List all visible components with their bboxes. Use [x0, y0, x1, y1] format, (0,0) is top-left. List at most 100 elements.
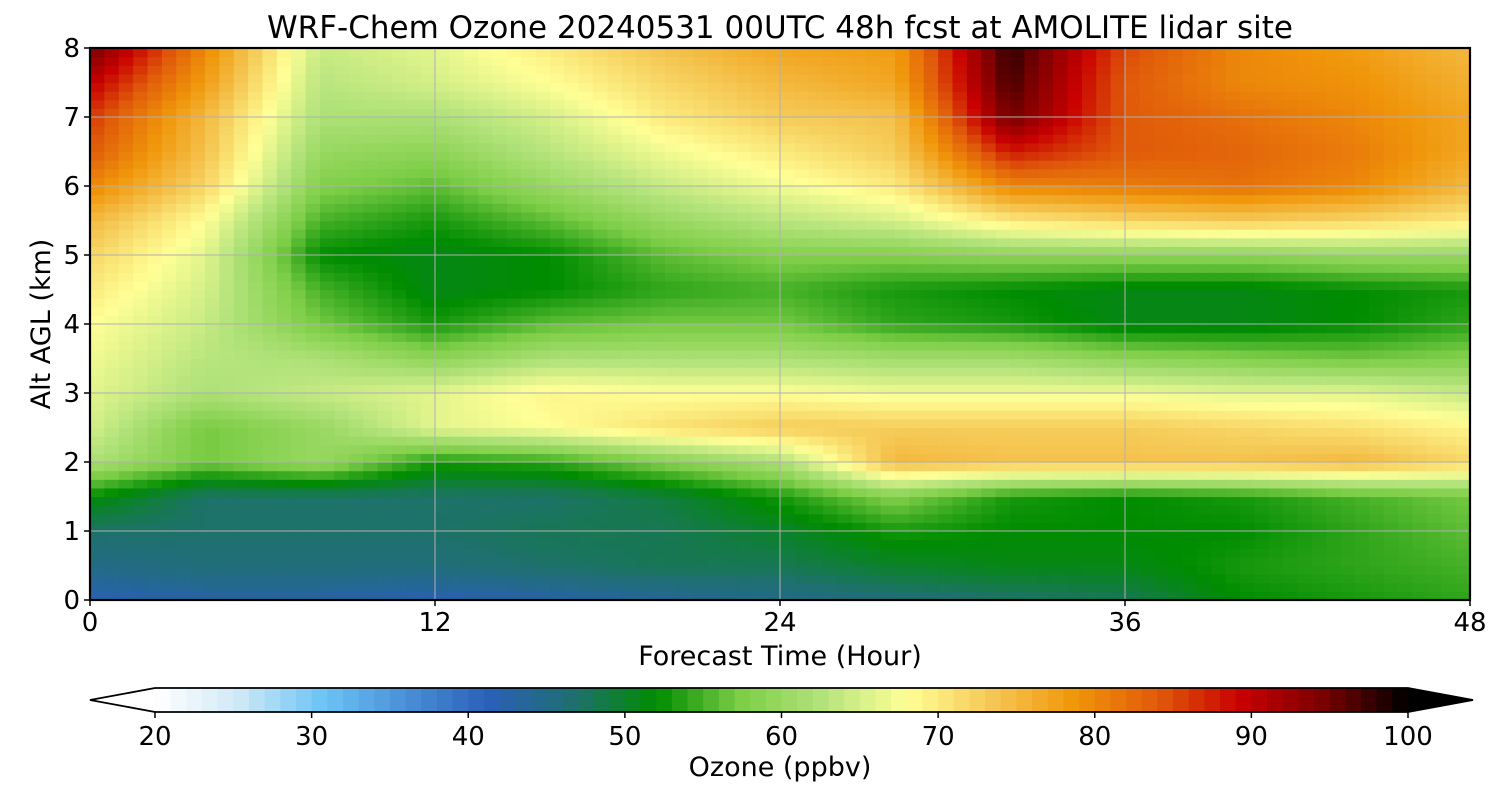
- ozone-cell: [133, 246, 149, 256]
- ozone-cell: [952, 237, 968, 247]
- ozone-cell: [190, 125, 206, 135]
- ozone-cell: [837, 289, 853, 299]
- ozone-cell: [708, 117, 724, 127]
- ozone-cell: [348, 56, 364, 66]
- ozone-cell: [593, 401, 609, 411]
- ozone-cell: [1182, 306, 1198, 316]
- ozone-cell: [952, 324, 968, 334]
- ozone-cell: [219, 349, 235, 360]
- ozone-cell: [348, 315, 364, 325]
- ozone-cell: [104, 470, 120, 480]
- ozone-cell: [478, 99, 494, 109]
- ozone-cell: [233, 548, 249, 558]
- ozone-cell: [118, 315, 134, 325]
- ozone-cell: [1081, 134, 1097, 144]
- ozone-cell: [1182, 505, 1198, 515]
- ozone-cell: [1067, 582, 1083, 592]
- ozone-cell: [90, 393, 105, 403]
- ozone-cell: [1010, 444, 1025, 454]
- ozone-cell: [521, 470, 537, 480]
- ozone-cell: [1110, 539, 1126, 549]
- ozone-cell: [176, 194, 192, 204]
- ozone-cell: [1153, 65, 1169, 75]
- ozone-cell: [176, 315, 192, 325]
- ozone-cell: [1196, 565, 1212, 575]
- ozone-cell: [176, 393, 192, 403]
- ozone-cell: [334, 272, 350, 282]
- ozone-cell: [348, 151, 364, 161]
- ozone-cell: [981, 384, 997, 394]
- ozone-cell: [621, 65, 637, 75]
- ozone-cell: [535, 349, 551, 360]
- ozone-cell: [909, 306, 925, 316]
- ozone-cell: [765, 48, 781, 58]
- ozone-cell: [851, 418, 867, 429]
- ozone-cell: [147, 591, 163, 600]
- ozone-cell: [1168, 48, 1184, 58]
- ozone-cell: [478, 470, 494, 480]
- ozone-cell: [521, 65, 537, 75]
- ozone-cell: [305, 444, 321, 454]
- ozone-cell: [909, 591, 925, 600]
- ozone-cell: [1096, 453, 1112, 463]
- ozone-cell: [1110, 505, 1126, 515]
- ozone-cell: [722, 393, 738, 403]
- ozone-cell: [1139, 393, 1155, 403]
- ozone-cell: [506, 203, 522, 213]
- ozone-cell: [765, 263, 781, 273]
- ozone-cell: [420, 565, 436, 575]
- ozone-cell: [981, 194, 997, 204]
- ozone-cell: [1139, 134, 1155, 144]
- ozone-cell: [420, 289, 436, 299]
- ozone-cell: [334, 125, 350, 135]
- ozone-cell: [851, 444, 867, 454]
- ozone-cell: [837, 211, 853, 222]
- ozone-cell: [147, 522, 163, 532]
- ozone-cell: [233, 479, 249, 489]
- ozone-cell: [736, 289, 752, 299]
- ozone-cell: [1010, 479, 1025, 489]
- ozone-cell: [492, 349, 508, 360]
- ozone-cell: [1010, 263, 1025, 273]
- ozone-cell: [348, 160, 364, 170]
- ozone-cell: [780, 427, 795, 437]
- ozone-cell: [320, 375, 335, 385]
- ozone-cell: [205, 65, 220, 75]
- ozone-cell: [147, 134, 163, 144]
- ozone-cell: [909, 48, 925, 58]
- ozone-cell: [866, 462, 882, 472]
- ozone-cell: [391, 513, 407, 523]
- ozone-cell: [219, 487, 235, 498]
- ozone-cell: [1196, 125, 1212, 135]
- ozone-cell: [722, 539, 738, 549]
- ozone-cell: [363, 91, 379, 101]
- ozone-cell: [406, 142, 422, 153]
- ozone-cell: [406, 418, 422, 429]
- ozone-cell: [1196, 582, 1212, 592]
- ozone-cell: [176, 151, 192, 161]
- ozone-cell: [420, 582, 436, 592]
- ozone-cell: [262, 65, 278, 75]
- ozone-cell: [923, 125, 939, 135]
- ozone-cell: [90, 108, 105, 118]
- ozone-cell: [363, 160, 379, 170]
- ozone-cell: [1024, 229, 1040, 239]
- ozone-cell: [722, 496, 738, 506]
- ozone-cell: [1139, 513, 1155, 523]
- ozone-cell: [665, 522, 680, 532]
- ozone-cell: [535, 539, 551, 549]
- ozone-cell: [391, 263, 407, 273]
- ozone-cell: [320, 332, 335, 342]
- ozone-cell: [1125, 358, 1140, 368]
- ozone-cell: [981, 306, 997, 316]
- ozone-cell: [147, 82, 163, 92]
- ozone-cell: [1168, 65, 1184, 75]
- ozone-cell: [492, 324, 508, 334]
- ozone-cell: [1053, 548, 1069, 558]
- ozone-cell: [1153, 582, 1169, 592]
- ozone-cell: [506, 255, 522, 265]
- ozone-cell: [550, 332, 565, 342]
- ozone-cell: [205, 255, 220, 265]
- ozone-cell: [823, 91, 839, 101]
- ozone-cell: [736, 513, 752, 523]
